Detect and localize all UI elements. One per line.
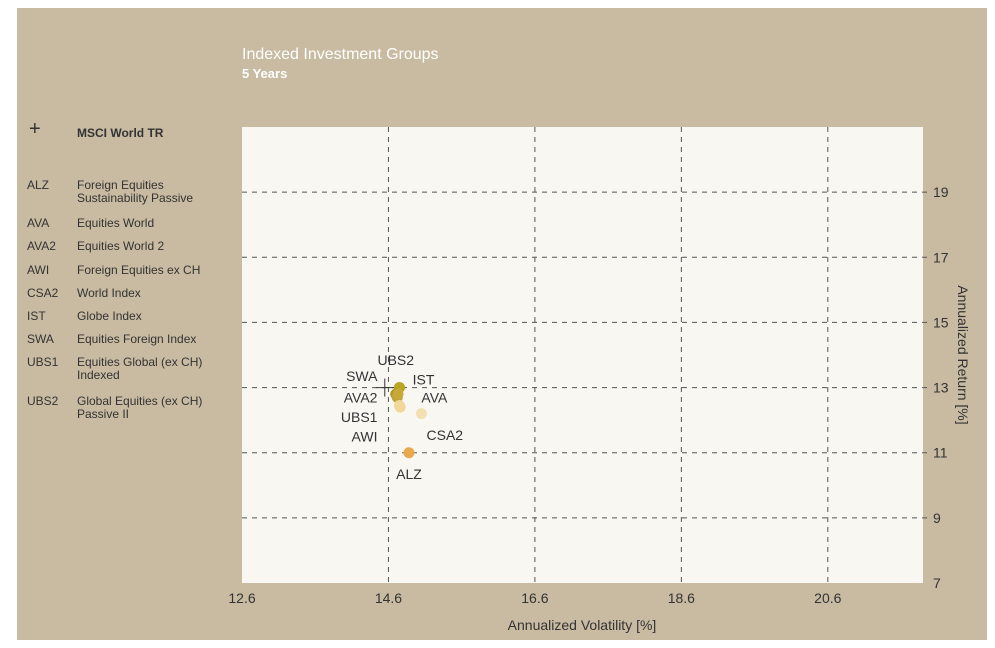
legend-code: AVA — [27, 216, 50, 230]
data-point-csa2 — [415, 408, 427, 420]
y-tick-label: 15 — [933, 314, 949, 330]
point-label: UBS2 — [377, 352, 414, 368]
point-label: AVA — [421, 389, 448, 405]
benchmark-symbol: + — [29, 118, 41, 140]
data-point-ava — [392, 388, 404, 400]
y-tick-label: 19 — [933, 184, 949, 200]
point-label: SWA — [346, 368, 378, 384]
y-tick-label: 7 — [933, 575, 941, 591]
legend-label: World Index — [77, 286, 141, 300]
y-axis-label: Annualized Return [%] — [955, 285, 971, 424]
point-label: AVA2 — [344, 389, 378, 405]
legend-label: Equities World 2 — [77, 239, 165, 253]
legend-label: Equities World — [77, 216, 155, 230]
data-point-awi — [394, 401, 406, 413]
x-tick-label: 16.6 — [521, 590, 548, 606]
legend-code: IST — [27, 309, 46, 323]
y-tick-label: 9 — [933, 510, 941, 526]
benchmark-name: MSCI World TR — [77, 126, 164, 140]
y-tick-label: 11 — [933, 445, 948, 461]
legend-code: CSA2 — [27, 286, 59, 300]
legend-code: SWA — [27, 332, 54, 346]
legend-label: Foreign Equities Sustainability Passive — [77, 178, 194, 205]
grid-lines — [242, 127, 931, 583]
point-label: UBS1 — [341, 409, 378, 425]
legend-label: Foreign Equities ex CH — [77, 263, 201, 277]
legend-code: ALZ — [27, 178, 50, 192]
x-tick-label: 12.6 — [228, 590, 255, 606]
data-point-alz — [403, 447, 415, 459]
point-label: ALZ — [396, 466, 422, 482]
data-points — [390, 382, 427, 459]
plot-area — [242, 127, 923, 583]
legend-label: Global Equities (ex CH) Passive II — [77, 394, 203, 421]
point-label: CSA2 — [427, 427, 464, 443]
tick-labels: 12.6 14.6 16.6 18.6 20.6 7 9 11 13 15 17 19 — [228, 184, 948, 606]
legend-label: Equities Foreign Index — [77, 332, 197, 346]
legend-code: AWI — [27, 263, 50, 277]
x-axis-label: Annualized Volatility [%] — [508, 617, 657, 633]
legend-code: UBS2 — [27, 394, 59, 408]
legend-code: AVA2 — [27, 239, 56, 253]
x-tick-label: 18.6 — [668, 590, 695, 606]
legend-label: Equities Global (ex CH) Indexed — [77, 355, 203, 382]
legend-code: UBS1 — [27, 355, 59, 369]
chart-title: Indexed Investment Groups — [242, 46, 439, 63]
benchmark-marker — [375, 378, 394, 397]
point-label: AWI — [352, 428, 378, 444]
point-label: IST — [413, 371, 435, 387]
y-tick-label: 13 — [933, 380, 949, 396]
y-tick-label: 17 — [933, 249, 949, 265]
chart-subtitle: 5 Years — [242, 66, 288, 81]
legend-label: Globe Index — [77, 309, 142, 323]
x-tick-label: 20.6 — [814, 590, 841, 606]
x-tick-label: 14.6 — [375, 590, 402, 606]
